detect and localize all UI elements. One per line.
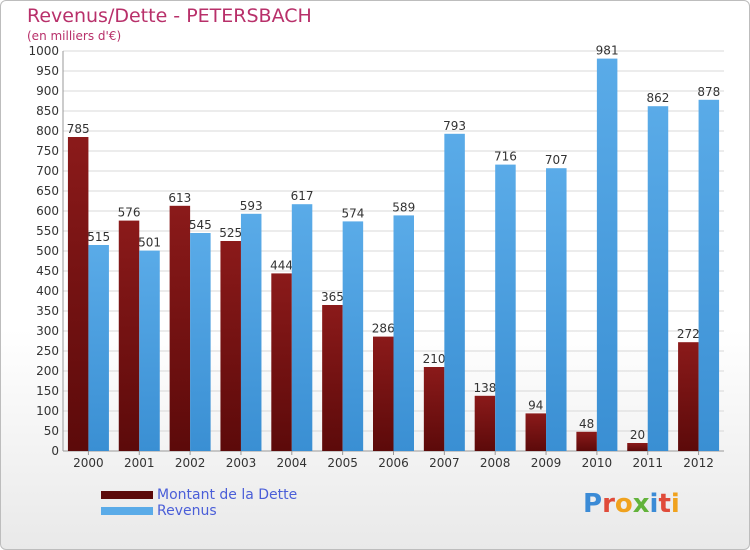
legend-item-debt: Montant de la Dette <box>101 487 297 503</box>
bar-chart: 0 50 100 150 200 250 300 350 400 450 500 550 600 650 7… <box>28 44 724 470</box>
bar-debt <box>271 273 292 451</box>
bar-debt <box>627 443 648 451</box>
chart-legend: Montant de la Dette Revenus <box>101 487 297 519</box>
x-tick-label: 2004 <box>277 456 308 470</box>
x-tick-label: 2007 <box>429 456 460 470</box>
legend-label-revenue: Revenus <box>157 503 217 519</box>
bar-revenue <box>139 250 160 451</box>
data-label-revenue: 878 <box>697 85 720 99</box>
y-tick-label: 450 <box>36 264 59 278</box>
bar-debt <box>118 220 140 451</box>
data-label-debt: 576 <box>118 206 141 220</box>
bar-debt <box>576 431 597 451</box>
data-label-debt: 525 <box>219 226 242 240</box>
bar-revenue <box>342 221 364 451</box>
data-label-revenue: 515 <box>87 230 110 244</box>
bar-revenue <box>596 58 618 451</box>
y-tick-label: 250 <box>36 344 59 358</box>
data-label-debt: 94 <box>528 398 543 412</box>
y-tick-label: 550 <box>36 224 59 238</box>
y-tick-label: 600 <box>36 204 59 218</box>
x-tick-label: 2006 <box>378 456 409 470</box>
y-tick-label: 700 <box>36 164 59 178</box>
data-label-debt: 785 <box>67 122 90 136</box>
y-tick-label: 350 <box>36 304 59 318</box>
data-label-debt: 613 <box>168 191 191 205</box>
y-tick-label: 150 <box>36 384 59 398</box>
bar-debt <box>322 305 343 451</box>
bar-revenue <box>240 213 262 451</box>
bar-revenue <box>495 164 516 451</box>
y-tick-label: 500 <box>36 244 59 258</box>
y-tick-label: 400 <box>36 284 59 298</box>
x-tick-label: 2008 <box>480 456 511 470</box>
chart-title: Revenus/Dette - PETERSBACH <box>27 5 312 27</box>
data-label-revenue: 707 <box>545 153 568 167</box>
legend-swatch-debt <box>101 491 153 499</box>
bar-debt <box>525 413 547 451</box>
y-tick-label: 0 <box>51 444 59 458</box>
data-label-debt: 20 <box>630 428 645 442</box>
data-label-revenue: 793 <box>443 119 466 133</box>
legend-swatch-revenue <box>101 507 153 515</box>
y-tick-label: 50 <box>44 424 59 438</box>
data-label-debt: 48 <box>579 417 594 431</box>
data-label-debt: 444 <box>270 258 293 272</box>
y-tick-label: 200 <box>36 364 59 378</box>
bar-revenue <box>698 99 720 452</box>
y-tick-label: 800 <box>36 124 59 138</box>
x-tick-label: 2000 <box>73 456 104 470</box>
data-label-revenue: 617 <box>291 189 314 203</box>
data-label-revenue: 545 <box>189 218 212 232</box>
bar-revenue <box>393 215 414 451</box>
x-tick-label: 2011 <box>632 456 663 470</box>
x-tick-label: 2001 <box>124 456 155 470</box>
bar-revenue <box>291 204 313 451</box>
bar-debt <box>373 336 394 451</box>
chart-subtitle: (en milliers d'€) <box>27 29 122 43</box>
data-label-debt: 272 <box>677 327 700 341</box>
bar-revenue <box>444 133 465 452</box>
y-tick-label: 1000 <box>28 44 59 58</box>
y-tick-label: 750 <box>36 144 59 158</box>
x-tick-label: 2009 <box>531 456 562 470</box>
y-tick-label: 900 <box>36 84 59 98</box>
data-label-revenue: 862 <box>647 91 670 105</box>
bar-revenue <box>647 106 669 451</box>
bar-debt <box>169 205 191 451</box>
x-tick-label: 2010 <box>582 456 613 470</box>
x-tick-label: 2003 <box>226 456 257 470</box>
y-tick-label: 300 <box>36 324 59 338</box>
data-label-debt: 365 <box>321 290 344 304</box>
data-label-revenue: 981 <box>596 44 619 58</box>
y-tick-label: 950 <box>36 64 59 78</box>
bar-revenue <box>88 245 109 451</box>
data-label-revenue: 593 <box>240 199 263 213</box>
y-tick-label: 650 <box>36 184 59 198</box>
data-label-revenue: 716 <box>494 150 517 164</box>
y-tick-label: 850 <box>36 104 59 118</box>
data-label-revenue: 574 <box>341 206 364 220</box>
bar-revenue <box>546 168 567 451</box>
x-tick-label: 2012 <box>683 456 714 470</box>
legend-item-revenue: Revenus <box>101 503 297 519</box>
data-label-revenue: 501 <box>138 236 161 250</box>
bar-debt <box>678 342 699 451</box>
data-label-debt: 210 <box>423 352 446 366</box>
x-tick-label: 2005 <box>327 456 358 470</box>
bar-debt <box>220 241 241 451</box>
data-label-revenue: 589 <box>392 200 415 214</box>
y-tick-label: 100 <box>36 404 59 418</box>
proxiti-logo: Proxiti <box>583 489 680 519</box>
bar-debt <box>474 395 496 451</box>
legend-label-debt: Montant de la Dette <box>157 487 298 503</box>
x-tick-label: 2002 <box>175 456 206 470</box>
bar-debt <box>67 137 89 451</box>
data-label-debt: 138 <box>473 381 496 395</box>
bar-revenue <box>190 233 211 451</box>
data-label-debt: 286 <box>372 322 395 336</box>
bar-debt <box>423 367 445 451</box>
